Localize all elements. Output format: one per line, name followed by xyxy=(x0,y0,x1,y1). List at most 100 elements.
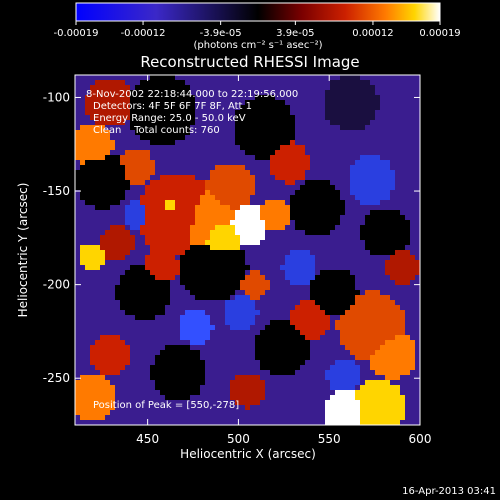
heatmap-cell xyxy=(390,325,395,330)
heatmap-cell xyxy=(240,170,245,175)
heatmap-cell xyxy=(225,180,230,185)
heatmap-cell xyxy=(105,145,110,150)
heatmap-cell xyxy=(210,175,215,180)
heatmap-cell xyxy=(110,365,115,370)
heatmap-cell xyxy=(185,120,190,125)
heatmap-cell xyxy=(155,305,160,310)
heatmap-cell xyxy=(105,355,110,360)
heatmap-cell xyxy=(305,190,310,195)
heatmap-cell xyxy=(190,205,195,210)
heatmap-cell xyxy=(110,335,115,340)
heatmap-cell xyxy=(190,220,195,225)
heatmap-cell xyxy=(355,95,360,100)
heatmap-cell xyxy=(260,280,265,285)
heatmap-cell xyxy=(95,340,100,345)
heatmap-cell xyxy=(375,230,380,235)
heatmap-cell xyxy=(105,255,110,260)
heatmap-cell xyxy=(410,265,415,270)
heatmap-cell xyxy=(190,290,195,295)
heatmap-cell xyxy=(90,85,95,90)
heatmap-cell xyxy=(275,220,280,225)
heatmap-cell xyxy=(110,115,115,120)
heatmap-cell xyxy=(140,305,145,310)
heatmap-cell xyxy=(375,200,380,205)
heatmap-cell xyxy=(340,125,345,130)
heatmap-cell xyxy=(310,295,315,300)
heatmap-cell xyxy=(325,415,330,420)
heatmap-cell xyxy=(355,175,360,180)
heatmap-cell xyxy=(385,390,390,395)
heatmap-cell xyxy=(390,185,395,190)
heatmap-cell xyxy=(100,390,105,395)
heatmap-cell xyxy=(250,295,255,300)
heatmap-cell xyxy=(285,205,290,210)
heatmap-cell xyxy=(230,175,235,180)
heatmap-cell xyxy=(160,85,165,90)
heatmap-cell xyxy=(270,130,275,135)
heatmap-cell xyxy=(320,290,325,295)
heatmap-cell xyxy=(165,370,170,375)
heatmap-cell xyxy=(320,330,325,335)
heatmap-cell xyxy=(355,75,360,80)
heatmap-cell xyxy=(305,155,310,160)
heatmap-cell xyxy=(295,335,300,340)
heatmap-cell xyxy=(400,250,405,255)
heatmap-cell xyxy=(180,110,185,115)
heatmap-cell xyxy=(335,90,340,95)
heatmap-cell xyxy=(370,420,375,425)
heatmap-cell xyxy=(240,280,245,285)
heatmap-cell xyxy=(230,205,235,210)
heatmap-cell xyxy=(185,130,190,135)
heatmap-cell xyxy=(190,255,195,260)
heatmap-cell xyxy=(350,335,355,340)
heatmap-cell xyxy=(145,135,150,140)
heatmap-cell xyxy=(375,225,380,230)
heatmap-cell xyxy=(170,140,175,145)
heatmap-cell xyxy=(230,300,235,305)
heatmap-cell xyxy=(360,330,365,335)
heatmap-cell xyxy=(380,300,385,305)
heatmap-cell xyxy=(345,85,350,90)
heatmap-cell xyxy=(300,215,305,220)
heatmap-cell xyxy=(230,385,235,390)
heatmap-cell xyxy=(265,325,270,330)
heatmap-cell xyxy=(290,120,295,125)
heatmap-cell xyxy=(375,190,380,195)
heatmap-cell xyxy=(330,415,335,420)
heatmap-cell xyxy=(100,340,105,345)
heatmap-cell xyxy=(235,280,240,285)
heatmap-cell xyxy=(325,90,330,95)
heatmap-cell xyxy=(380,180,385,185)
heatmap-cell xyxy=(180,80,185,85)
heatmap-cell xyxy=(325,400,330,405)
heatmap-cell xyxy=(265,335,270,340)
heatmap-cell xyxy=(120,120,125,125)
heatmap-cell xyxy=(200,315,205,320)
heatmap-cell xyxy=(130,170,135,175)
heatmap-cell xyxy=(285,160,290,165)
heatmap-cell xyxy=(145,255,150,260)
heatmap-cell xyxy=(170,100,175,105)
heatmap-cell xyxy=(285,145,290,150)
heatmap-cell xyxy=(80,405,85,410)
heatmap-cell xyxy=(390,375,395,380)
heatmap-cell xyxy=(185,205,190,210)
heatmap-cell xyxy=(340,90,345,95)
heatmap-cell xyxy=(395,360,400,365)
heatmap-cell xyxy=(140,170,145,175)
heatmap-cell xyxy=(340,415,345,420)
heatmap-cell xyxy=(190,115,195,120)
heatmap-cell xyxy=(395,220,400,225)
heatmap-cell xyxy=(235,300,240,305)
heatmap-cell xyxy=(105,390,110,395)
heatmap-cell xyxy=(360,190,365,195)
heatmap-cell xyxy=(180,320,185,325)
heatmap-cell xyxy=(95,260,100,265)
heatmap-cell xyxy=(110,155,115,160)
heatmap-cell xyxy=(125,150,130,155)
heatmap-cell xyxy=(350,410,355,415)
heatmap-cell xyxy=(370,325,375,330)
heatmap-cell xyxy=(230,265,235,270)
heatmap-cell xyxy=(80,195,85,200)
heatmap-cell xyxy=(220,260,225,265)
